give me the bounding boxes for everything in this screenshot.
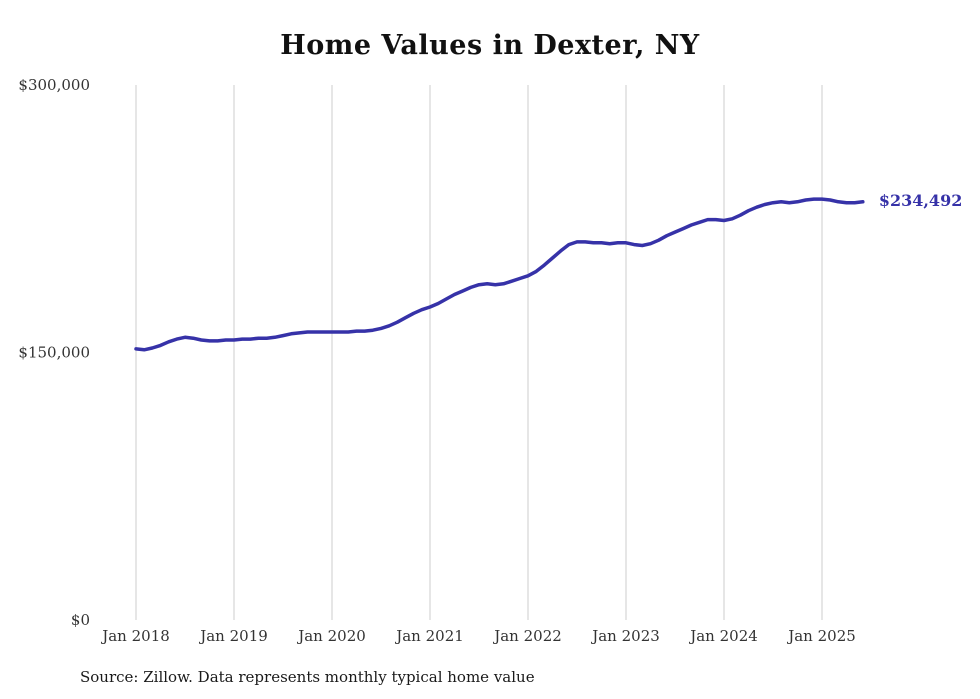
y-axis-tick-label: $150,000 — [18, 344, 90, 362]
x-axis-tick-label: Jan 2024 — [688, 627, 758, 645]
end-value-label: $234,492 — [878, 190, 963, 210]
home-value-line — [134, 197, 865, 352]
x-axis-tick-label: Jan 2019 — [198, 627, 268, 645]
x-axis-tick-label: Jan 2025 — [786, 627, 856, 645]
x-axis-tick-label: Jan 2023 — [590, 627, 660, 645]
x-axis-tick-label: Jan 2018 — [100, 627, 170, 645]
source-attribution: Source: Zillow. Data represents monthly … — [80, 668, 535, 686]
y-axis-tick-label: $0 — [71, 611, 90, 629]
x-axis-tick-label: Jan 2020 — [296, 627, 366, 645]
y-axis-tick-label: $300,000 — [18, 76, 90, 94]
x-axis-tick-label: Jan 2021 — [394, 627, 464, 645]
chart-title: Home Values in Dexter, NY — [280, 30, 700, 61]
x-axis-tick-label: Jan 2022 — [492, 627, 562, 645]
